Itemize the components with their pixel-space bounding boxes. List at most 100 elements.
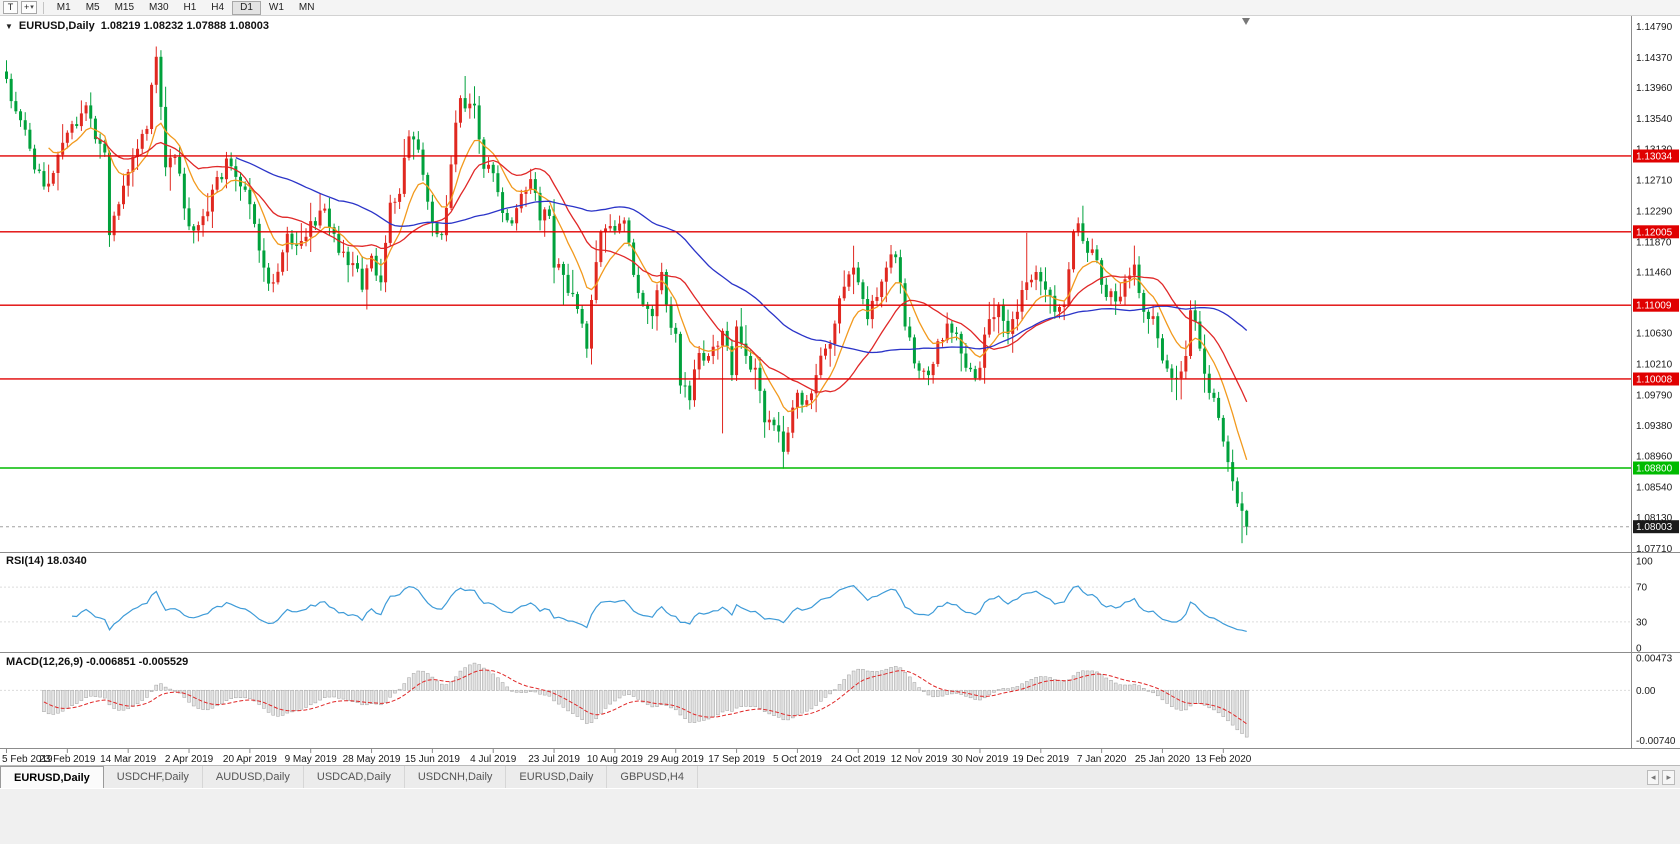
- candle-body: [93, 118, 97, 140]
- macd-histogram-bar: [262, 690, 266, 709]
- macd-histogram-bar: [374, 690, 378, 705]
- chevron-down-icon: ▾: [30, 4, 34, 11]
- macd-histogram-bar: [875, 671, 879, 691]
- candle-body: [51, 173, 55, 184]
- timeframe-button-m15[interactable]: M15: [114, 1, 135, 13]
- timeframe-button-mn[interactable]: MN: [298, 1, 315, 13]
- macd-histogram-bar: [870, 671, 875, 691]
- timeframe-button-h4[interactable]: H4: [211, 1, 225, 13]
- timeframe-button-w1[interactable]: W1: [268, 1, 284, 13]
- macd-histogram-bar: [589, 690, 594, 723]
- candle-body: [824, 348, 827, 356]
- timeframe-button-h1[interactable]: H1: [183, 1, 197, 13]
- candle-body: [19, 111, 23, 121]
- candle-body: [1039, 272, 1043, 282]
- candle-body: [37, 169, 41, 171]
- macd-histogram-bar: [369, 690, 374, 704]
- candle-body: [1058, 307, 1061, 312]
- candle-body: [458, 98, 462, 123]
- chart-tab-5-eurusd-daily[interactable]: EURUSD,Daily: [506, 766, 608, 788]
- chart-tab-2-audusd-daily[interactable]: AUDUSD,Daily: [203, 766, 304, 788]
- candle-body: [1146, 311, 1150, 319]
- chart-tab-0-eurusd-daily[interactable]: EURUSD,Daily: [0, 766, 104, 788]
- timeframe-button-m30[interactable]: M30: [149, 1, 169, 13]
- macd-histogram-bar: [575, 690, 580, 717]
- candle-body: [931, 364, 935, 376]
- candle-body: [594, 262, 598, 300]
- candle-body: [220, 177, 224, 180]
- tab-scroll-left-icon[interactable]: ◂: [1646, 769, 1660, 785]
- candle-body: [1226, 441, 1230, 463]
- collapse-icon[interactable]: ▼: [5, 21, 13, 31]
- macd-histogram-bar: [496, 677, 500, 691]
- candle-body: [337, 233, 341, 253]
- candle-body: [224, 158, 228, 180]
- candle-body: [9, 78, 13, 102]
- macd-histogram-bar: [229, 690, 233, 699]
- templates-button[interactable]: T: [3, 1, 18, 14]
- candle-body: [323, 208, 327, 211]
- timeframe-button-m1[interactable]: M1: [56, 1, 71, 13]
- candle-body: [98, 139, 102, 144]
- macd-histogram-bar: [889, 667, 893, 691]
- macd-histogram-bar: [987, 690, 992, 696]
- macd-axis-label: 0.00: [1636, 686, 1656, 697]
- candle-body: [1020, 290, 1024, 312]
- candle-body: [253, 204, 257, 224]
- macd-histogram-bar: [88, 690, 93, 697]
- macd-histogram-bar: [65, 690, 70, 709]
- macd-histogram-bar: [566, 690, 570, 712]
- price-tag: [1633, 298, 1679, 312]
- candle-body: [136, 148, 140, 157]
- tab-scroll-right-icon[interactable]: ▸: [1662, 769, 1675, 785]
- chart-tab-4-usdcnh-daily[interactable]: USDCNH,Daily: [405, 766, 507, 788]
- candle-body: [42, 171, 46, 187]
- macd-histogram-bar: [486, 670, 491, 691]
- candle-body: [987, 319, 991, 335]
- price-axis-label: 1.11460: [1636, 267, 1672, 278]
- chart-tab-1-usdchf-daily[interactable]: USDCHF,Daily: [104, 766, 203, 788]
- macd-histogram-bar: [758, 690, 762, 709]
- chart-tab-6-gbpusd-h4[interactable]: GBPUSD,H4: [607, 766, 698, 788]
- chart-tab-3-usdcad-daily[interactable]: USDCAD,Daily: [304, 766, 405, 788]
- shift-marker-icon: [1242, 18, 1250, 25]
- candle-body: [187, 208, 191, 227]
- macd-histogram-bar: [1076, 671, 1080, 691]
- macd-histogram-bar: [1137, 685, 1141, 691]
- price-axis-label: 1.09380: [1636, 421, 1673, 432]
- candle-body: [632, 242, 636, 275]
- macd-histogram-bar: [1151, 690, 1155, 694]
- candle-body: [819, 355, 823, 376]
- macd-histogram-bar: [814, 690, 818, 706]
- candle-body: [356, 263, 359, 269]
- macd-histogram-bar: [201, 690, 205, 710]
- candle-body: [70, 124, 74, 133]
- macd-histogram-bar: [285, 690, 290, 714]
- macd-histogram-bar: [767, 690, 772, 715]
- candle-body: [1170, 368, 1174, 378]
- candle-body: [777, 425, 781, 432]
- macd-histogram-bar: [837, 684, 842, 691]
- crosshair-tool-button[interactable]: + ▾: [21, 1, 37, 14]
- macd-histogram-bar: [851, 670, 856, 691]
- candle-body: [28, 129, 32, 149]
- macd-histogram-bar: [580, 690, 584, 720]
- timeframe-button-m5[interactable]: M5: [85, 1, 100, 13]
- macd-histogram-bar: [903, 672, 907, 691]
- candle-body: [697, 353, 701, 370]
- macd-signal-line: [43, 669, 1247, 725]
- macd-histogram-bar: [950, 690, 954, 695]
- macd-histogram-bar: [294, 690, 299, 711]
- price-axis-label: 1.12710: [1636, 175, 1673, 186]
- chart-canvas[interactable]: 100 70 30 00.00473 0.00 -0.00740 1.14790 1.1437…: [0, 16, 1680, 765]
- macd-histogram-bar: [898, 667, 903, 691]
- date-axis-label: 17 Sep 2019: [708, 754, 765, 765]
- candle-body: [454, 122, 458, 165]
- macd-histogram-bar: [847, 674, 851, 691]
- timeframe-button-d1[interactable]: D1: [232, 0, 261, 15]
- macd-histogram-bar: [720, 690, 725, 713]
- candle-body: [847, 274, 851, 287]
- candle-body: [295, 244, 299, 246]
- macd-histogram-bar: [631, 690, 636, 697]
- macd-histogram-bar: [982, 690, 987, 699]
